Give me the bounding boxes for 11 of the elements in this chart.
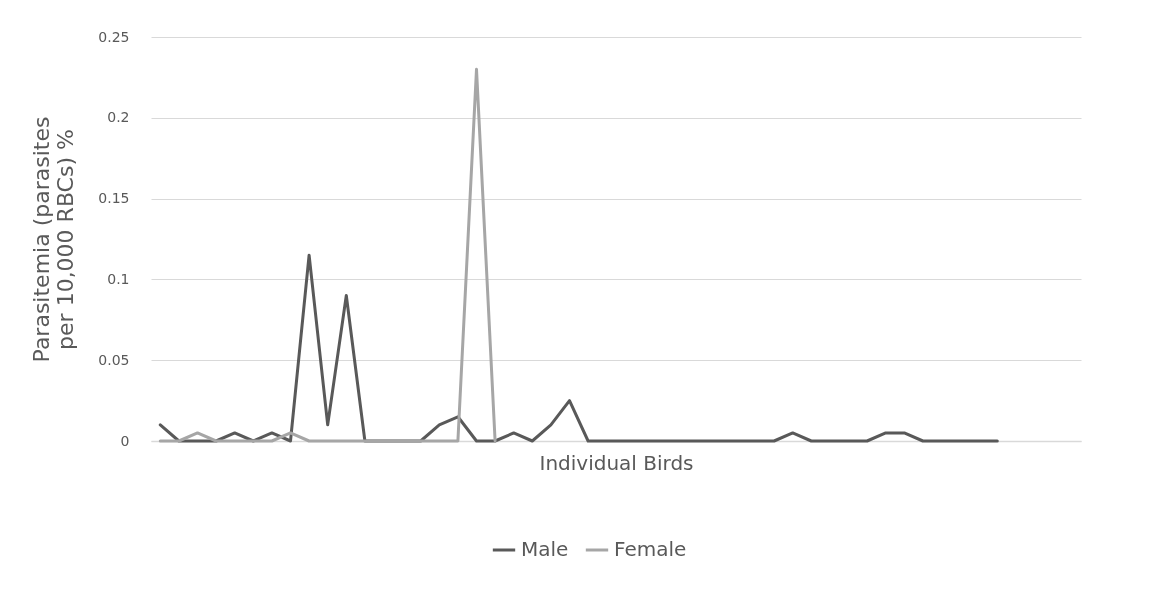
y-tick-label: 0.15	[98, 190, 130, 207]
line-series	[158, 253, 999, 443]
y-tick-label: 0	[120, 432, 130, 449]
y-tick-label: 0.05	[98, 351, 130, 368]
y-tick-label: 0.2	[107, 109, 130, 126]
y-axis-title: Parasitemia (parasites per 10,000 RBCs) %	[29, 116, 79, 363]
y-tick-label: 0.1	[107, 270, 130, 287]
legend-label: Female	[614, 537, 687, 561]
legend-label: Male	[521, 537, 569, 561]
y-tick-label: 0.25	[98, 28, 130, 45]
x-axis-title: Individual Birds	[539, 450, 694, 475]
